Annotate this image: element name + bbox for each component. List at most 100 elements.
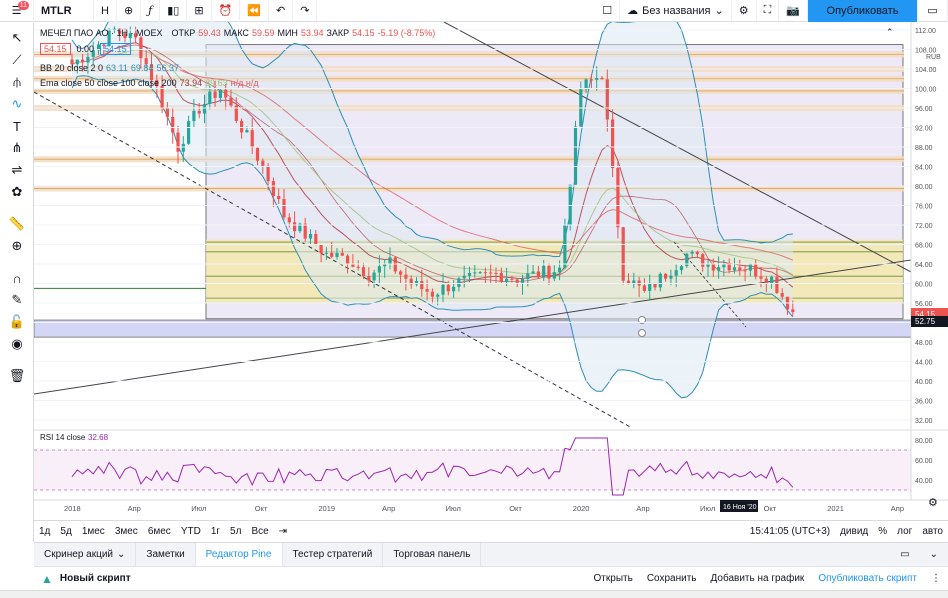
timeframe-3m[interactable]: 3мес	[114, 526, 138, 537]
snapshot-button[interactable]: 📷	[779, 0, 808, 22]
tab-pine-editor[interactable]: Редактор Pine	[195, 543, 283, 566]
layout-name-label: Без названия	[642, 4, 711, 17]
pine-save-button[interactable]: Сохранить	[646, 573, 697, 584]
candle-body	[287, 217, 291, 223]
replay-button[interactable]: ⏪	[240, 0, 269, 22]
panel-collapse-button[interactable]: ⌄	[920, 543, 948, 566]
pane-collapse-icon[interactable]: ⌃	[886, 27, 894, 37]
candle-body	[595, 77, 599, 80]
publish-button[interactable]: Опубликовать	[808, 0, 918, 22]
zoom-tool[interactable]: ⊕	[7, 236, 27, 256]
chart-type-button[interactable]: ▮▯	[160, 0, 188, 22]
right-panel-toggle[interactable]: ▭	[918, 0, 948, 22]
adjust-dividends-toggle[interactable]: дивид	[840, 526, 869, 537]
timeframe-all[interactable]: Все	[251, 526, 269, 537]
indicators-button[interactable]: ƒ	[141, 0, 161, 22]
candle-body	[436, 294, 440, 297]
pine-open-button[interactable]: Открыть	[593, 573, 633, 584]
bid-box[interactable]: 54.15	[40, 43, 71, 55]
hamburger-icon: ☰	[11, 5, 22, 17]
fib-tool[interactable]: ⫛	[7, 72, 27, 92]
tab-stock-screener[interactable]: Скринер акций ⌄	[34, 543, 137, 566]
prediction-tool[interactable]: ⇌	[7, 160, 27, 180]
dashed-trendline	[34, 91, 633, 429]
script-name[interactable]: Новый скрипт	[59, 573, 131, 584]
redo-button[interactable]: ↷	[293, 0, 318, 22]
candle-body	[648, 282, 652, 291]
ruler-tool[interactable]: 📏	[7, 214, 27, 234]
candle-body	[81, 59, 85, 63]
timeframe-5y[interactable]: 5л	[230, 526, 242, 537]
cursor-tool[interactable]: ↖	[7, 28, 27, 48]
pattern-tool[interactable]: ⋔	[7, 138, 27, 158]
layout-toggle[interactable]: ☐	[595, 0, 621, 22]
trendline-tool[interactable]: ⟋	[7, 50, 27, 70]
visibility-tool[interactable]: ◉	[7, 334, 27, 354]
drawing-handle	[638, 316, 646, 324]
candle-body	[75, 59, 79, 65]
candle-body	[685, 253, 689, 267]
candle-body	[520, 278, 525, 283]
add-icon: ⊕	[123, 5, 134, 17]
log-scale-toggle[interactable]: лог	[897, 526, 913, 537]
candle-body	[218, 89, 222, 98]
candle-body	[229, 97, 233, 106]
brush-tool[interactable]: ∿	[7, 94, 27, 114]
timeframe-1m[interactable]: 1мес	[81, 526, 105, 537]
candle-body	[149, 64, 154, 81]
tab-trading-panel[interactable]: Торговая панель	[383, 543, 482, 566]
tab-strategy-tester[interactable]: Тестер стратегий	[283, 543, 384, 566]
candle-body	[664, 273, 668, 279]
layout-name-button[interactable]: ☁ Без названия ⌄	[620, 0, 732, 22]
delete-tool[interactable]: 🗑	[7, 366, 27, 386]
tab-pine-editor-label: Редактор Pine	[205, 549, 272, 560]
rsi-pane: 80.00 60.00 40.00	[34, 429, 948, 496]
menu-button[interactable]: ☰ 11	[0, 0, 34, 22]
compare-button[interactable]: ⊕	[117, 0, 142, 22]
timeframe-1d[interactable]: 1д	[39, 526, 51, 537]
draw-mode-tool[interactable]: ✎	[7, 290, 27, 310]
timeframe-1y[interactable]: 1г	[210, 526, 221, 537]
templates-button[interactable]: ⊞	[187, 0, 212, 22]
lock-tool[interactable]: 🔓	[7, 312, 27, 332]
axis-settings-gear[interactable]: ⚙	[928, 497, 938, 509]
candle-body	[547, 265, 551, 279]
price-tick-label: 68.00	[915, 243, 933, 250]
clock-label[interactable]: 15:41:05 (UTC+3)	[749, 526, 831, 537]
auto-scale-toggle[interactable]: авто	[922, 526, 943, 537]
price-tick-label: 108.00	[915, 48, 937, 55]
undo-button[interactable]: ↶	[269, 0, 294, 22]
bar-chart-icon: ▮▯	[167, 5, 180, 17]
goto-date-icon[interactable]: ⇥	[278, 526, 288, 537]
pine-add-to-chart-button[interactable]: Добавить на график	[710, 573, 805, 584]
timeframe-5d[interactable]: 5д	[60, 526, 72, 537]
ask-box[interactable]: 54.15	[100, 43, 131, 55]
panel-maximize-button[interactable]: ▭	[890, 543, 919, 566]
time-tick-label: Апр	[382, 504, 395, 513]
tab-notes[interactable]: Заметки	[136, 543, 196, 566]
timeframe-ytd[interactable]: YTD	[180, 526, 201, 537]
candle-body	[425, 289, 429, 292]
settings-button[interactable]: ⚙	[732, 0, 757, 22]
chart-area[interactable]: 80.00 60.00 40.00 112.00 108.00 104.00 100.00…	[34, 22, 948, 520]
magnet-tool[interactable]: ∩	[7, 268, 27, 288]
candle-body	[722, 264, 726, 268]
candle-body	[197, 110, 201, 114]
candle-body	[261, 160, 265, 166]
indicators-icon: ƒ	[148, 4, 153, 17]
shapes-tool[interactable]: ✿	[7, 182, 27, 202]
legend-title-row: МЕЧЕЛ ПАО АО · 1Н · MOEX ОТКР 59.43 МАКС 5…	[40, 28, 435, 38]
candle-body	[526, 273, 530, 279]
symbol-search[interactable]: MTLR	[34, 0, 94, 22]
text-tool[interactable]: T	[7, 116, 27, 136]
interval-button[interactable]: H	[94, 0, 117, 22]
candle-body	[96, 44, 101, 51]
bid-ask-row: 54.15 0.00 54.15	[40, 43, 131, 55]
alert-button[interactable]: ⏰	[212, 0, 241, 22]
fullscreen-toggle[interactable]: ⛶	[757, 0, 780, 22]
pine-more-icon[interactable]: ⋮	[931, 573, 941, 584]
timeframe-6m[interactable]: 6мес	[147, 526, 171, 537]
percent-scale-toggle[interactable]: %	[878, 526, 888, 537]
candle-body	[377, 266, 381, 273]
pine-publish-button[interactable]: Опубликовать скрипт	[818, 573, 917, 584]
